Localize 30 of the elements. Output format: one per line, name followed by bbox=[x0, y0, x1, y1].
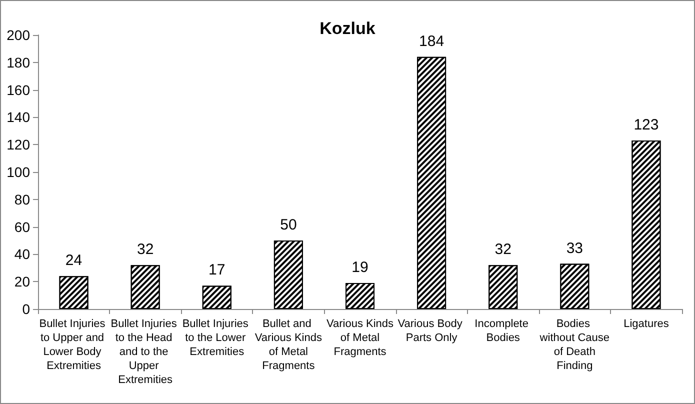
y-tick-label: 200 bbox=[6, 27, 30, 43]
x-tick-label: Bullet Injuries to the Head and to the Upper Extremities bbox=[110, 318, 180, 386]
y-tick-label: 80 bbox=[14, 191, 30, 208]
data-label: 123 bbox=[634, 116, 659, 134]
data-label: 32 bbox=[494, 241, 512, 258]
x-tick-label: Bullet Injuries to Upper and Lower Body Extremities bbox=[39, 318, 108, 372]
y-tick-label: 160 bbox=[6, 82, 30, 98]
data-label: 17 bbox=[208, 262, 226, 279]
y-tick-label: 0 bbox=[22, 301, 30, 317]
y-tick-label: 140 bbox=[6, 109, 30, 126]
y-tick-label: 20 bbox=[14, 274, 30, 290]
data-label: 24 bbox=[65, 252, 82, 270]
chart-title: Kozluk bbox=[320, 19, 376, 38]
x-tick-label: Bullet Injuries to the Lower Extremities bbox=[182, 318, 252, 358]
y-tick-label: 120 bbox=[6, 136, 30, 153]
data-label: 33 bbox=[566, 240, 584, 257]
y-tick-label: 40 bbox=[14, 246, 30, 262]
data-label: 50 bbox=[280, 216, 297, 234]
x-tick-label: Bullet and Various Kinds of Metal Fragments bbox=[254, 318, 322, 372]
data-label: 32 bbox=[136, 241, 154, 258]
y-tick-label: 60 bbox=[14, 218, 30, 235]
x-tick-label: Bodies without Cause of Death Finding bbox=[538, 318, 610, 372]
x-tick-label: Ligatures bbox=[624, 318, 670, 330]
x-tick-label: Incomplete Bodies bbox=[474, 318, 532, 344]
y-tick-label: 180 bbox=[6, 54, 30, 70]
data-label: 184 bbox=[419, 32, 444, 50]
y-tick-label: 100 bbox=[6, 164, 30, 180]
data-label: 19 bbox=[352, 258, 368, 276]
x-tick-label: Various Body Parts Only bbox=[398, 318, 466, 344]
x-tick-label: Various Kinds of Metal Fragments bbox=[326, 318, 394, 358]
